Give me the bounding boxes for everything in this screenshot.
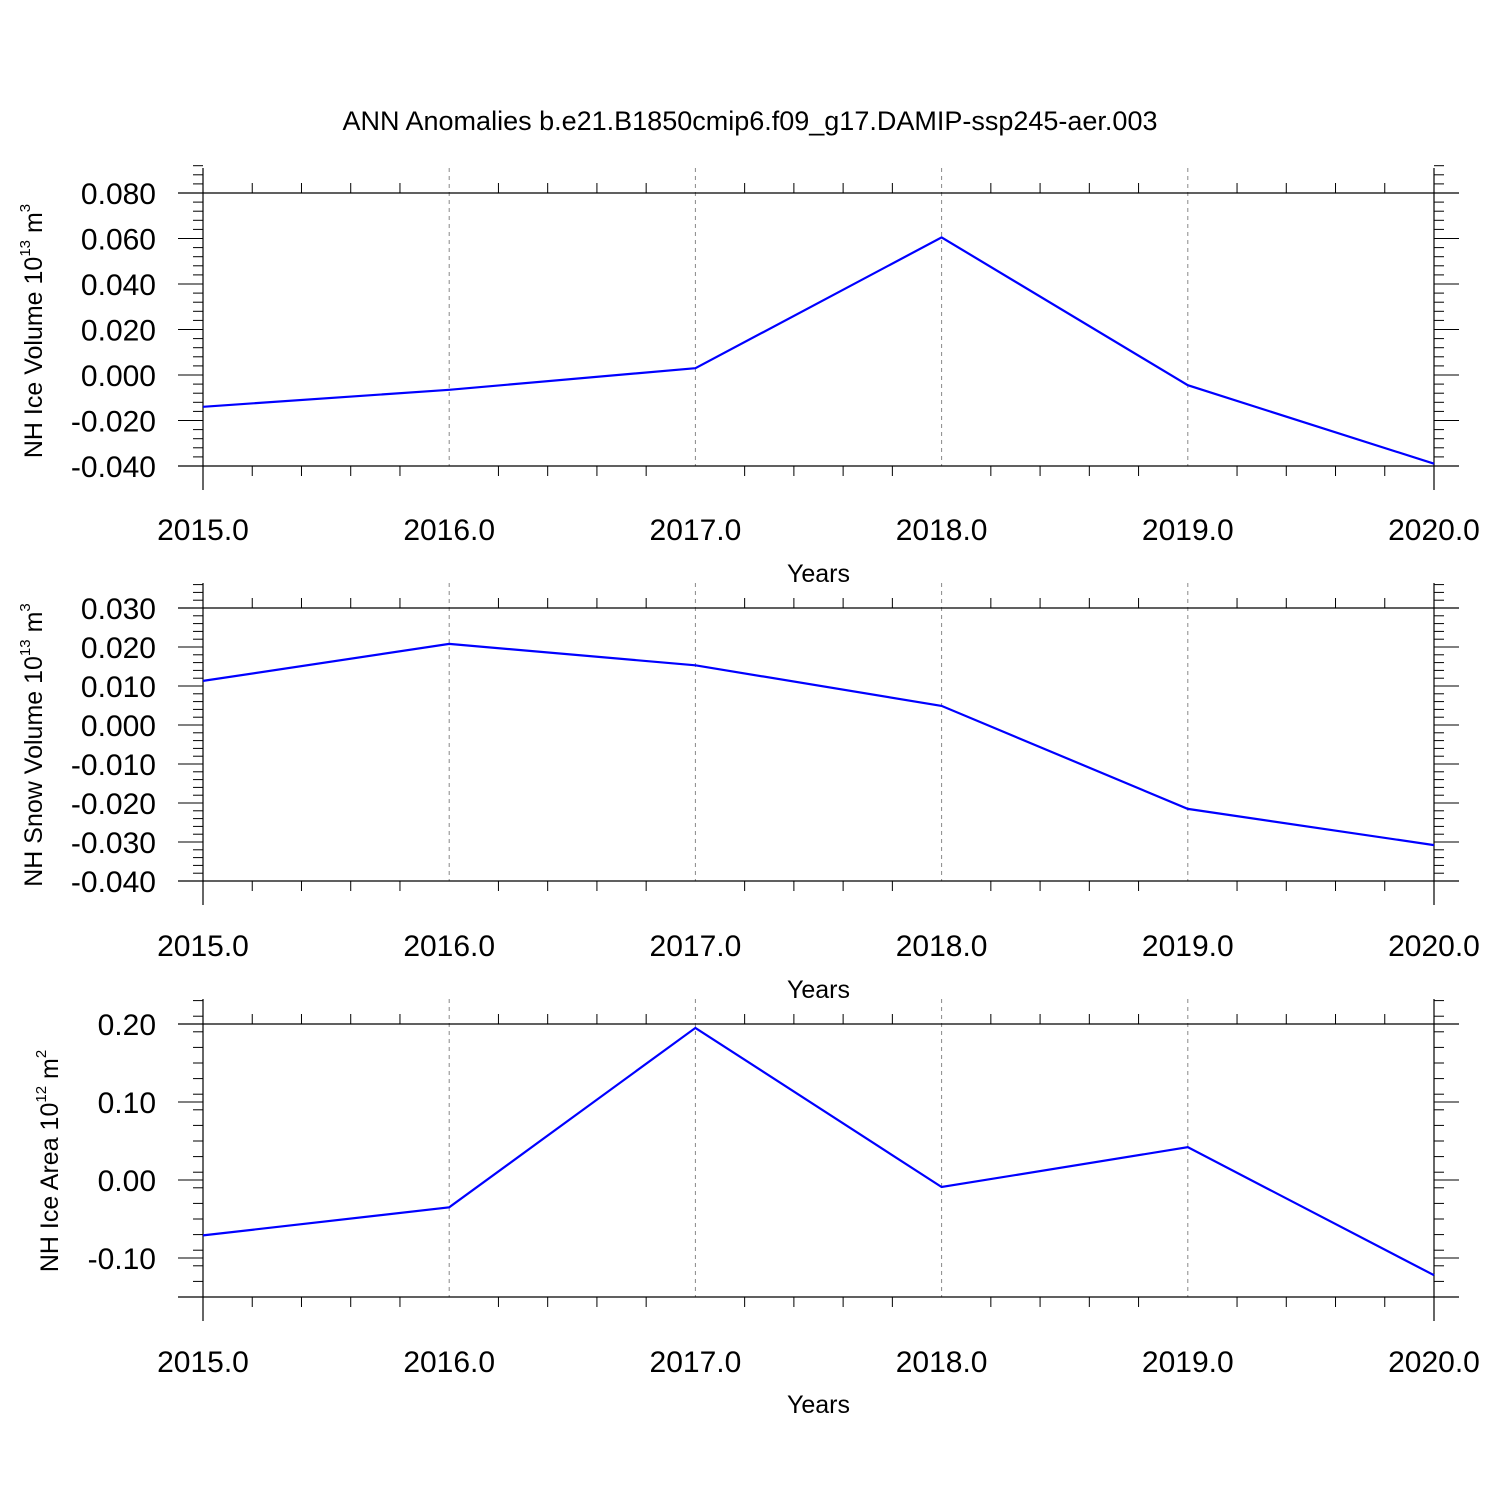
plot-frame — [178, 168, 1459, 490]
x-tick-label: 2016.0 — [403, 930, 495, 963]
y-tick-label: 0.00 — [98, 1165, 156, 1198]
y-tick-label: -0.020 — [71, 406, 156, 439]
series-line — [202, 236, 1435, 465]
y-tick-label: -0.010 — [71, 749, 156, 782]
x-tick-label: 2015.0 — [157, 930, 249, 963]
x-tick-label: 2019.0 — [1142, 1346, 1234, 1379]
x-tick-label: 2017.0 — [650, 1346, 742, 1379]
tick-marks — [178, 1000, 1459, 1307]
panels: -0.040 -0.020 0.000 0.020 0.040 0.060 0.080 201… — [17, 165, 1480, 1419]
series-line — [202, 642, 1435, 847]
y-tick-label: 0.040 — [81, 269, 156, 302]
y-tick-label: -0.030 — [71, 827, 156, 860]
tick-marks — [178, 584, 1459, 891]
y-tick-label: 0.020 — [81, 632, 156, 665]
panel-1: -0.040 -0.020 0.000 0.020 0.040 0.060 0.080 201… — [17, 165, 1480, 588]
panel-2: -0.040 -0.030 -0.020 -0.010 0.000 0.010 0.020 0… — [17, 583, 1480, 1004]
y-axis-title: NH Ice Area 1012 m2 — [33, 1050, 64, 1272]
y-tick-label: 0.030 — [81, 593, 156, 626]
x-tick-label: 2017.0 — [650, 514, 742, 547]
x-tick-label: 2018.0 — [896, 930, 988, 963]
y-axis-title: NH Snow Volume 1013 m3 — [17, 603, 48, 887]
x-tick-label: 2020.0 — [1388, 1346, 1480, 1379]
x-tick-label: 2019.0 — [1142, 514, 1234, 547]
panel-3: -0.10 0.00 0.10 0.20 2015.0 2016.0 2017.0 2018.… — [33, 999, 1480, 1419]
y-tick-label: -0.040 — [71, 451, 156, 484]
y-tick-label: -0.020 — [71, 788, 156, 821]
x-axis-title: Years — [787, 1391, 850, 1419]
x-tick-label: 2015.0 — [157, 1346, 249, 1379]
x-tick-label: 2018.0 — [896, 1346, 988, 1379]
y-tick-label: 0.10 — [98, 1087, 156, 1120]
y-tick-label: -0.10 — [88, 1243, 156, 1276]
x-tick-label: 2016.0 — [403, 1346, 495, 1379]
x-tick-label: 2016.0 — [403, 514, 495, 547]
y-tick-label: 0.20 — [98, 1009, 156, 1042]
y-tick-label: 0.020 — [81, 315, 156, 348]
x-tick-label: 2020.0 — [1388, 930, 1480, 963]
series-line — [202, 1026, 1435, 1277]
y-tick-label: 0.060 — [81, 224, 156, 257]
figure-title: ANN Anomalies b.e21.B1850cmip6.f09_g17.D… — [343, 106, 1158, 136]
y-tick-label: 0.010 — [81, 671, 156, 704]
y-axis-title: NH Ice Volume 1013 m3 — [17, 204, 48, 458]
x-axis-title: Years — [787, 560, 850, 588]
y-tick-label: 0.000 — [81, 710, 156, 743]
x-tick-label: 2018.0 — [896, 514, 988, 547]
x-tick-label: 2020.0 — [1388, 514, 1480, 547]
x-tick-label: 2019.0 — [1142, 930, 1234, 963]
x-tick-label: 2017.0 — [650, 930, 742, 963]
y-tick-label: 0.080 — [81, 178, 156, 211]
plot-frame — [178, 583, 1459, 905]
plot-frame — [178, 999, 1459, 1321]
x-tick-label: 2015.0 — [157, 514, 249, 547]
x-axis-title: Years — [787, 976, 850, 1004]
y-tick-label: -0.040 — [71, 866, 156, 899]
y-tick-label: 0.000 — [81, 360, 156, 393]
tick-marks — [178, 165, 1459, 476]
